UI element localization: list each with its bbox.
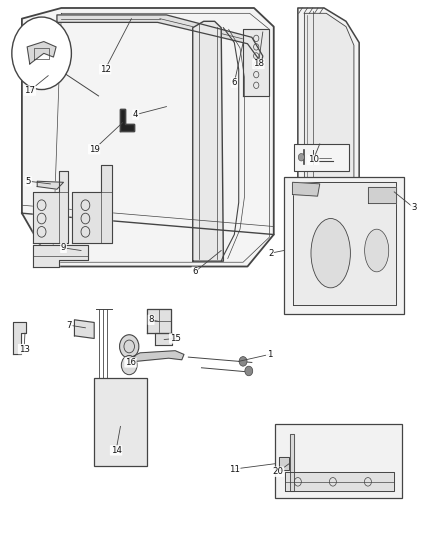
Polygon shape (22, 8, 274, 266)
Polygon shape (129, 351, 184, 361)
Text: 9: 9 (61, 244, 66, 252)
Text: 16: 16 (125, 358, 136, 367)
Text: 10: 10 (307, 156, 319, 164)
Text: 17: 17 (24, 86, 35, 95)
Polygon shape (37, 181, 64, 189)
Circle shape (245, 366, 253, 376)
Polygon shape (290, 434, 294, 491)
Text: 14: 14 (110, 446, 122, 455)
Circle shape (121, 356, 137, 375)
Text: 8: 8 (148, 316, 154, 324)
Circle shape (120, 335, 139, 358)
Polygon shape (293, 182, 396, 305)
Polygon shape (57, 15, 263, 63)
Text: 2: 2 (268, 249, 273, 257)
Polygon shape (368, 187, 396, 203)
Polygon shape (298, 8, 359, 237)
Circle shape (12, 17, 71, 90)
Polygon shape (120, 109, 134, 131)
Polygon shape (279, 457, 289, 470)
Text: 20: 20 (272, 467, 284, 476)
Text: 11: 11 (229, 465, 240, 473)
Polygon shape (74, 320, 94, 338)
Text: 19: 19 (89, 145, 99, 154)
Polygon shape (304, 13, 354, 232)
Polygon shape (27, 42, 56, 64)
Text: 4: 4 (133, 110, 138, 119)
Polygon shape (33, 171, 68, 243)
Text: 1: 1 (267, 350, 272, 359)
Polygon shape (33, 245, 88, 266)
Bar (94, 378, 147, 466)
Text: 13: 13 (18, 345, 30, 353)
Polygon shape (155, 333, 172, 345)
Ellipse shape (364, 229, 389, 272)
Text: 6: 6 (232, 78, 237, 87)
Text: 15: 15 (170, 334, 181, 343)
Circle shape (239, 357, 247, 366)
Bar (275, 424, 402, 498)
Text: 5: 5 (26, 177, 31, 185)
Polygon shape (293, 182, 320, 196)
Polygon shape (285, 472, 394, 491)
Text: 18: 18 (253, 60, 264, 68)
FancyBboxPatch shape (294, 144, 349, 171)
Text: 3: 3 (411, 204, 417, 212)
Polygon shape (13, 322, 26, 354)
Text: 7: 7 (67, 321, 72, 329)
Polygon shape (72, 165, 112, 243)
Polygon shape (147, 309, 171, 333)
Bar (284, 177, 404, 314)
Text: 12: 12 (99, 65, 111, 74)
Circle shape (298, 154, 304, 161)
Polygon shape (193, 21, 223, 261)
Text: 6: 6 (192, 268, 198, 276)
Ellipse shape (311, 219, 350, 288)
Polygon shape (243, 29, 269, 96)
